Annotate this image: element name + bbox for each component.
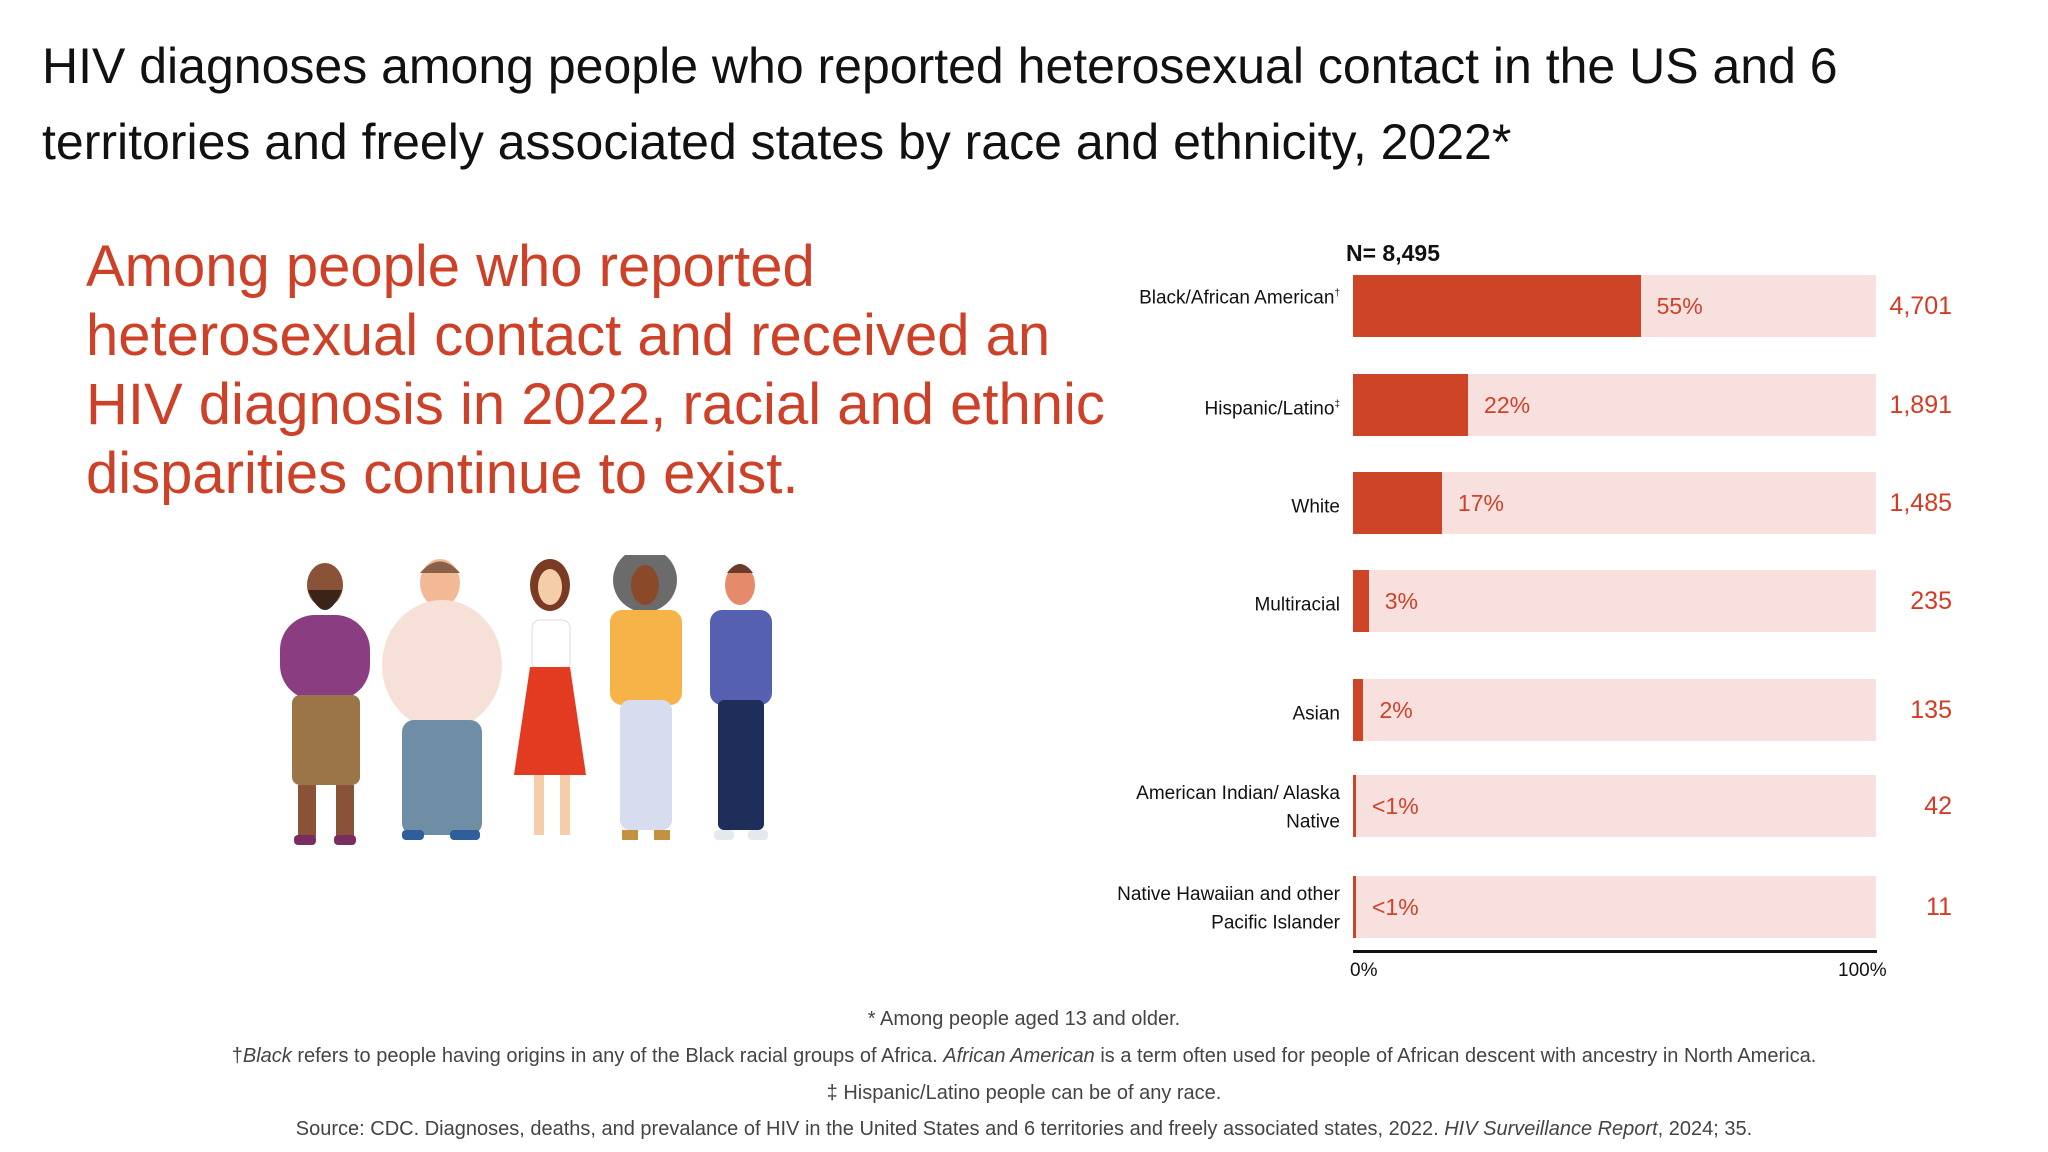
bar-fill xyxy=(1353,275,1641,337)
bar-track xyxy=(1353,570,1876,632)
category-text: Native Hawaiian and other Pacific Island… xyxy=(1117,884,1340,934)
bar-track xyxy=(1353,472,1876,534)
bar-track xyxy=(1353,775,1876,837)
source-text-1: Source: CDC. Diagnoses, deaths, and prev… xyxy=(295,1118,1445,1140)
people-illustration xyxy=(280,555,772,845)
bar-fill xyxy=(1353,472,1442,534)
bar-count-label: 4,701 xyxy=(1889,292,1952,320)
bar-track xyxy=(1353,374,1876,436)
footnote-dagger-text-2: is a term often used for people of Afric… xyxy=(1094,1045,1817,1067)
bar-track xyxy=(1353,679,1876,741)
footnote-asterisk: * Among people aged 13 and older. xyxy=(867,1008,1181,1030)
bar-track xyxy=(1353,876,1876,938)
category-label: Native Hawaiian and other Pacific Island… xyxy=(1110,883,1340,935)
bar-count-label: 1,891 xyxy=(1889,391,1952,419)
bar-count-label: 1,485 xyxy=(1889,489,1952,517)
category-text: Multiracial xyxy=(1254,594,1340,616)
source-text-2: , 2024; 35. xyxy=(1657,1118,1753,1140)
bar-percent-label: <1% xyxy=(1372,894,1419,920)
chart-total-n: N= 8,495 xyxy=(1346,240,1440,266)
category-text: American Indian/ Alaska Native xyxy=(1136,783,1340,833)
bar-count-label: 11 xyxy=(1926,893,1952,921)
bar-fill xyxy=(1353,679,1364,741)
bar-count-label: 235 xyxy=(1910,587,1952,615)
bar-fill xyxy=(1353,570,1369,632)
category-label: Asian xyxy=(1292,698,1340,726)
bar-fill xyxy=(1353,374,1469,436)
x-axis-line xyxy=(1353,950,1877,953)
category-text: Asian xyxy=(1292,703,1340,725)
person-3 xyxy=(514,559,586,835)
footnote-source: Source: CDC. Diagnoses, deaths, and prev… xyxy=(0,1118,2048,1141)
bar-chart: N= 8,495 Black/African American† 55% 4,701… xyxy=(1110,240,1952,981)
footnote-dagger-italic-1: Black xyxy=(242,1045,292,1067)
person-5 xyxy=(710,564,772,840)
person-4 xyxy=(610,555,682,840)
footnote-dagger: †Black refers to people having origins i… xyxy=(0,1045,2048,1068)
bar-count-label: 42 xyxy=(1924,792,1952,820)
bar-percent-label: 17% xyxy=(1457,490,1504,516)
bar-track xyxy=(1353,275,1876,337)
bar-percent-label: 3% xyxy=(1384,588,1418,614)
bar-count-label: 135 xyxy=(1910,696,1952,724)
category-text: Black/African American xyxy=(1139,287,1335,309)
category-label: Black/African American† xyxy=(1110,282,1340,310)
key-message: Among people who reported heterosexual c… xyxy=(86,234,1105,506)
page-title: HIV diagnoses among people who reported … xyxy=(42,38,1838,170)
category-label: Hispanic/Latino‡ xyxy=(1205,393,1340,421)
footnote-double-dagger: ‡ Hispanic/Latino people can be of any r… xyxy=(826,1082,1222,1104)
x-tick-100: 100% xyxy=(1838,960,1887,981)
footnote-dagger-italic-2: African American xyxy=(943,1045,1095,1067)
category-text: White xyxy=(1291,496,1340,518)
dagger-mark: † xyxy=(231,1045,243,1067)
bar-percent-label: 22% xyxy=(1484,392,1531,418)
x-tick-0: 0% xyxy=(1350,960,1378,981)
category-label: White xyxy=(1291,491,1340,519)
bar-percent-label: <1% xyxy=(1372,793,1419,819)
footnote-dagger-text-1: refers to people having origins in any o… xyxy=(291,1045,944,1067)
category-text: Hispanic/Latino xyxy=(1204,398,1335,420)
category-footnote-mark: ‡ xyxy=(1334,399,1340,410)
bar-fill xyxy=(1353,876,1356,938)
person-2 xyxy=(382,559,502,840)
bar-percent-label: 2% xyxy=(1379,697,1413,723)
category-footnote-mark: † xyxy=(1334,288,1340,299)
person-1 xyxy=(280,563,370,845)
bar-fill xyxy=(1353,775,1356,837)
bar-percent-label: 55% xyxy=(1656,293,1703,319)
source-italic: HIV Surveillance Report xyxy=(1444,1118,1658,1140)
category-label: American Indian/ Alaska Native xyxy=(1110,782,1340,834)
category-label: Multiracial xyxy=(1254,589,1340,617)
